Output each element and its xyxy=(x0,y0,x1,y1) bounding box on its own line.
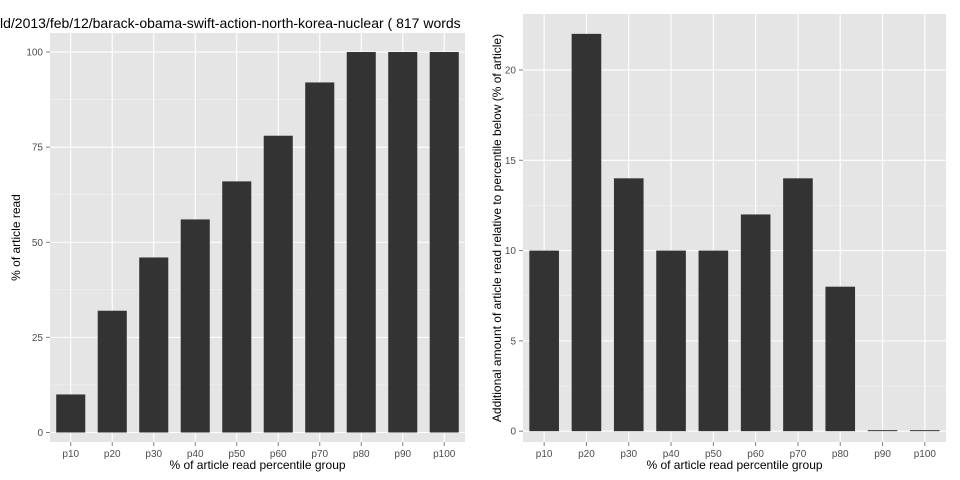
x-tick-label: p80 xyxy=(353,449,370,460)
x-tick-label: p60 xyxy=(747,449,764,460)
left-bars xyxy=(56,52,459,433)
right-chart: 0 5 10 15 20 p10 p20 p30 p40 p50 p60 p70 p80 p90 p100… xyxy=(490,14,946,472)
bar-p90 xyxy=(388,52,418,433)
y-tick-label: 15 xyxy=(505,156,517,167)
right-x-axis-title: % of article read percentile group xyxy=(646,458,822,472)
x-tick-label: p40 xyxy=(187,449,204,460)
right-bars xyxy=(529,33,940,432)
bar-p100 xyxy=(910,430,940,432)
bar-p10 xyxy=(529,250,559,432)
bar-p40 xyxy=(180,219,210,433)
bar-p30 xyxy=(139,257,169,433)
x-tick-label: p20 xyxy=(104,449,121,460)
bar-p80 xyxy=(346,52,376,433)
x-tick-label: p10 xyxy=(536,449,553,460)
x-tick-label: p60 xyxy=(270,449,287,460)
x-tick-label: p100 xyxy=(914,449,937,460)
x-tick-label: p70 xyxy=(790,449,807,460)
left-y-axis-title: % of article read xyxy=(9,194,23,281)
right-y-axis-title: Additional amount of article read relati… xyxy=(490,34,504,422)
bar-p70 xyxy=(783,178,813,432)
left-x-ticks: p10 p20 p30 p40 p50 p60 p70 p80 p90 p100 xyxy=(62,442,456,460)
bar-p90 xyxy=(867,430,898,432)
bar-p20 xyxy=(571,33,602,432)
bar-p50 xyxy=(698,250,729,432)
right-y-ticks: 0 5 10 15 20 xyxy=(505,65,523,438)
bar-p50 xyxy=(222,181,252,433)
x-tick-label: p90 xyxy=(874,449,891,460)
bar-p20 xyxy=(97,310,127,433)
x-tick-label: p10 xyxy=(62,449,79,460)
right-x-ticks: p10 p20 p30 p40 p50 p60 p70 p80 p90 p100 xyxy=(536,442,937,460)
x-tick-label: p50 xyxy=(705,449,722,460)
y-tick-label: 50 xyxy=(32,238,44,249)
bar-p60 xyxy=(740,214,771,432)
bar-p40 xyxy=(656,250,686,432)
bar-p70 xyxy=(305,82,335,433)
y-tick-label: 100 xyxy=(26,48,43,59)
x-tick-label: p90 xyxy=(394,449,411,460)
bar-p100 xyxy=(429,52,459,433)
bar-p30 xyxy=(613,178,644,432)
x-tick-label: p40 xyxy=(663,449,680,460)
x-tick-label: p100 xyxy=(433,449,456,460)
x-tick-label: p50 xyxy=(228,449,245,460)
y-tick-label: 5 xyxy=(510,336,516,347)
left-x-axis-title: % of article read percentile group xyxy=(169,458,345,472)
x-tick-label: p80 xyxy=(832,449,849,460)
bar-p10 xyxy=(56,394,86,433)
x-tick-label: p30 xyxy=(620,449,637,460)
left-chart-title: ld/2013/feb/12/barack-obama-swift-action… xyxy=(0,15,461,31)
y-tick-label: 0 xyxy=(510,427,516,438)
left-y-ticks: 0 25 50 75 100 xyxy=(26,48,50,439)
x-tick-label: p30 xyxy=(145,449,162,460)
y-tick-label: 0 xyxy=(37,428,43,439)
bar-p60 xyxy=(263,135,293,433)
y-tick-label: 20 xyxy=(505,65,517,76)
y-tick-label: 75 xyxy=(32,143,44,154)
bar-p80 xyxy=(825,286,856,432)
x-tick-label: p70 xyxy=(311,449,328,460)
x-tick-label: p20 xyxy=(578,449,595,460)
y-tick-label: 10 xyxy=(505,246,517,257)
y-tick-label: 25 xyxy=(32,333,44,344)
